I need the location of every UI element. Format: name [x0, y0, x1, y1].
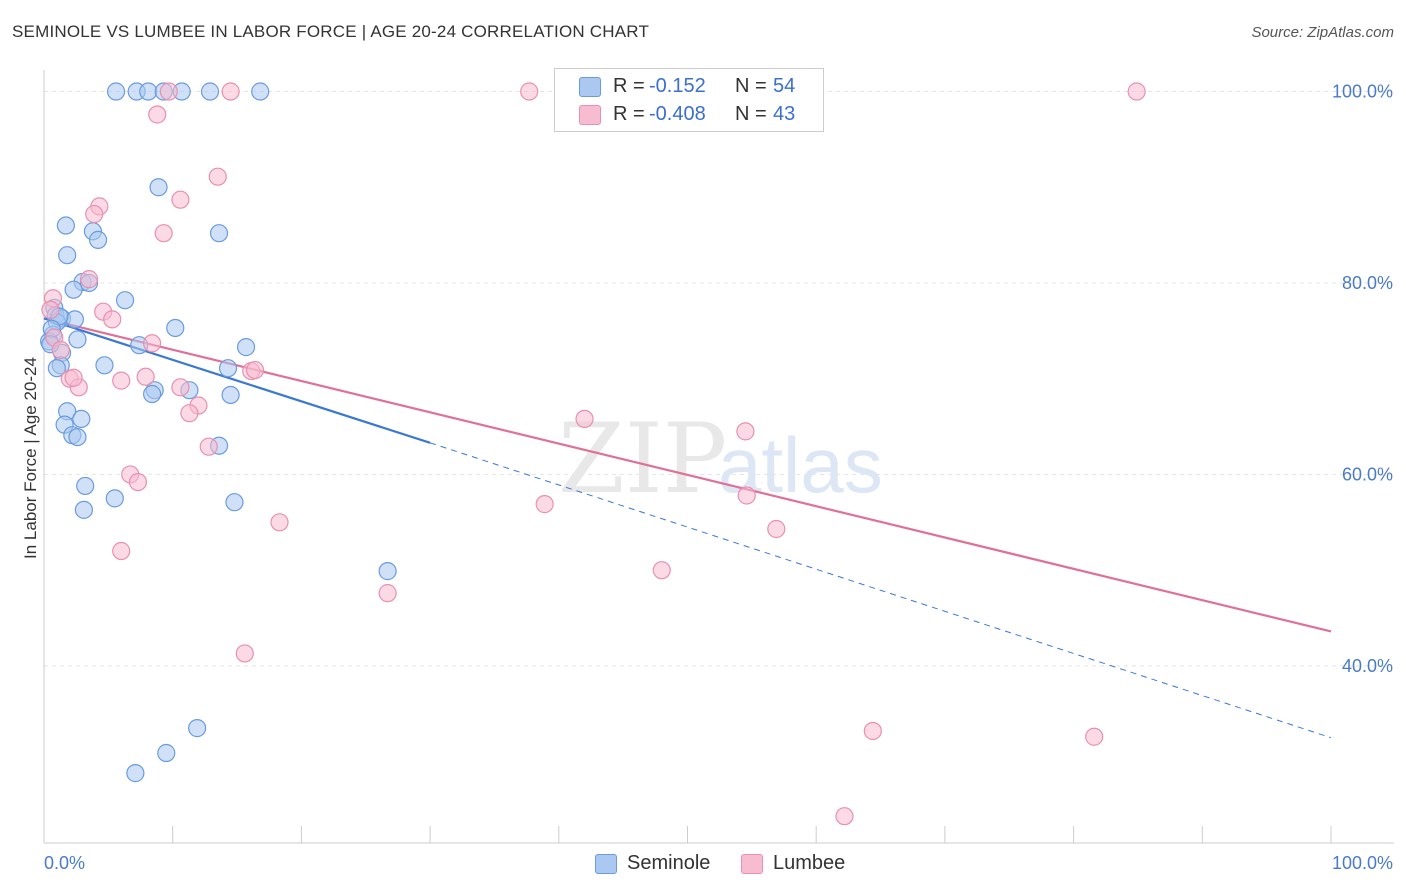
lumbee-point: [245, 360, 265, 380]
tick-labels: 40.0% 60.0% 80.0% 100.0% 0.0% 100.0%: [44, 82, 1393, 873]
lumbee-swatch: [579, 105, 601, 125]
seminole-point: [251, 82, 270, 101]
seminole-point: [105, 489, 124, 508]
lumbee-point: [136, 367, 155, 386]
seminole-point: [143, 384, 162, 404]
lumbee-point: [171, 190, 190, 209]
seminole-point: [166, 318, 185, 338]
chart-title: SEMINOLE VS LUMBEE IN LABOR FORCE | AGE …: [12, 22, 650, 41]
seminole-point: [378, 562, 397, 581]
lumbee-point: [79, 270, 99, 289]
lumbee-point: [148, 105, 167, 124]
lumbee-legend-swatch: [741, 854, 763, 874]
seminole-point: [76, 476, 95, 496]
lumbee-point: [128, 472, 148, 492]
x-tick-label: 100.0%: [1332, 853, 1393, 873]
seminole-point: [149, 178, 168, 197]
lumbee-point: [378, 584, 397, 603]
seminole-point: [74, 500, 93, 519]
seminole-legend-swatch: [595, 854, 617, 874]
lumbee-point: [221, 82, 240, 101]
lumbee-point: [112, 371, 131, 390]
trend-lines: [43, 317, 1332, 739]
seminole-point: [218, 359, 238, 378]
r-value: -0.152: [649, 75, 706, 97]
r-value: -0.408: [649, 103, 706, 125]
lumbee-point: [1085, 727, 1104, 746]
lumbee-point: [208, 167, 227, 186]
lumbee-point: [520, 82, 539, 101]
lumbee-point: [171, 378, 190, 397]
lumbee-point: [41, 300, 60, 319]
seminole-point: [236, 338, 256, 357]
r-label: R =: [613, 103, 645, 125]
seminole-point: [209, 224, 229, 243]
seminole-point: [126, 764, 145, 783]
lumbee-legend-label: Lumbee: [773, 852, 846, 874]
y-tick-label: 40.0%: [1342, 656, 1393, 676]
x-tick-label: 0.0%: [44, 853, 85, 873]
seminole-legend-label: Seminole: [627, 852, 711, 874]
lumbee-point: [736, 422, 755, 441]
lumbee-point: [143, 334, 162, 353]
n-label: N =: [735, 75, 767, 97]
lumbee-point: [575, 409, 594, 429]
seminole-swatch: [579, 77, 601, 97]
seminole-point: [58, 246, 77, 265]
seminole-point: [72, 409, 91, 429]
lumbee-point: [85, 204, 104, 224]
seminole-point: [157, 743, 176, 763]
lumbee-point: [863, 721, 882, 741]
seminole-point: [65, 310, 84, 329]
lumbee-point: [112, 541, 131, 561]
stats-legend: R = -0.152 N = 54 R = -0.408 N = 43: [554, 68, 824, 132]
seminole-trend-extension: [429, 442, 1332, 739]
seminole-point: [68, 427, 87, 447]
seminole-point: [221, 385, 240, 405]
lumbee-point: [235, 644, 254, 663]
lumbee-point: [199, 437, 218, 456]
lumbee-point: [767, 519, 786, 539]
axes: [43, 70, 1394, 844]
seminole-point: [56, 216, 75, 235]
seminole-point: [200, 82, 220, 101]
seminole-point: [106, 82, 126, 101]
lumbee-point: [270, 513, 289, 532]
data-points: [40, 82, 1146, 826]
lumbee-point: [835, 807, 854, 826]
watermark: ZIP atlas: [558, 403, 883, 515]
y-tick-label: 60.0%: [1342, 464, 1393, 484]
lumbee-point: [51, 340, 70, 360]
lumbee-point: [1127, 82, 1146, 101]
source-label: Source: ZipAtlas.com: [1251, 24, 1394, 41]
lumbee-point: [535, 495, 554, 514]
seminole-point: [95, 356, 114, 375]
seminole-point: [139, 82, 158, 101]
n-value: 54: [773, 75, 796, 97]
seminole-point: [64, 280, 83, 299]
seminole-point: [68, 330, 87, 349]
y-axis-label: In Labor Force | Age 20-24: [21, 357, 40, 559]
lumbee-point: [159, 82, 178, 101]
y-tick-label: 100.0%: [1332, 82, 1393, 102]
lumbee-point: [103, 310, 122, 329]
lumbee-point: [737, 486, 756, 505]
lumbee-point: [154, 224, 173, 243]
lumbee-point: [652, 561, 671, 580]
seminole-point: [188, 719, 207, 738]
lumbee-point: [64, 368, 83, 387]
r-label: R =: [613, 75, 645, 97]
n-label: N =: [735, 103, 767, 125]
lumbee-point: [180, 404, 199, 423]
seminole-point: [88, 230, 108, 249]
seminole-point: [47, 359, 66, 378]
seminole-point: [225, 493, 244, 512]
y-tick-label: 80.0%: [1342, 273, 1393, 293]
seminole-point: [115, 291, 135, 310]
n-value: 43: [773, 103, 796, 125]
seminole-trend-line: [43, 317, 431, 444]
